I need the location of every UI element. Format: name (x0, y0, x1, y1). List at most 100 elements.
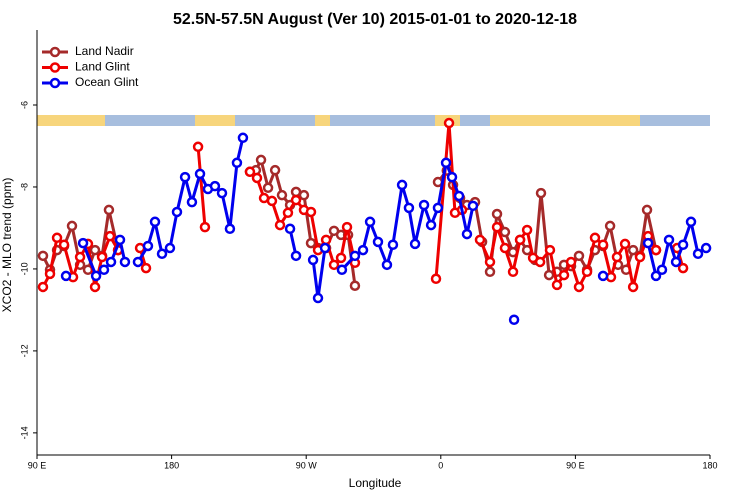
x-tick-label: 0 (438, 460, 443, 470)
y-axis-title: XCO2 - MLO trend (ppm) (0, 178, 14, 313)
data-point (312, 292, 324, 304)
data-point (627, 244, 639, 256)
data-point (98, 264, 110, 276)
data-point (534, 256, 546, 268)
data-point (290, 250, 302, 262)
data-point (298, 189, 310, 201)
data-point (663, 234, 675, 246)
data-point (349, 250, 361, 262)
data-point (335, 252, 347, 264)
data-point (430, 273, 442, 285)
data-point (491, 208, 503, 220)
data-point (440, 157, 452, 169)
data-point (349, 280, 361, 291)
data-point (619, 238, 631, 250)
ocean-patch (460, 115, 490, 126)
y-tick-label: -12 (19, 344, 29, 357)
data-point (685, 216, 697, 228)
data-point (199, 221, 211, 233)
data-point (192, 141, 204, 153)
data-point (641, 204, 653, 216)
data-point (269, 164, 281, 176)
x-tick-label: 90 E (28, 460, 47, 470)
data-point (103, 204, 115, 216)
y-tick-label: -14 (19, 426, 29, 439)
data-point (581, 266, 593, 278)
data-point (140, 262, 152, 274)
data-point (74, 251, 86, 263)
data-point (381, 259, 393, 271)
data-point (194, 168, 206, 180)
data-point (650, 244, 662, 256)
data-point (305, 237, 317, 249)
data-point (255, 154, 267, 166)
data-point (507, 266, 519, 278)
data-point (521, 224, 533, 236)
data-point (491, 221, 503, 233)
chart-title: 52.5N-57.5N August (Ver 10) 2015-01-01 t… (173, 11, 577, 28)
data-point (677, 262, 689, 274)
data-point (114, 234, 126, 246)
data-point (305, 206, 317, 218)
legend-label: Ocean Glint (75, 75, 139, 89)
data-point (443, 117, 455, 129)
data-point (364, 216, 376, 228)
land-ocean-strip (37, 115, 710, 126)
data-point (499, 226, 511, 238)
data-point (156, 248, 168, 260)
y-tick-label: -10 (19, 262, 29, 275)
data-point (474, 234, 486, 246)
y-tick-label: -6 (19, 101, 29, 109)
legend-marker (49, 46, 61, 58)
data-point (627, 281, 639, 293)
data-point (484, 256, 496, 268)
data-point (535, 187, 547, 199)
data-point (692, 248, 704, 260)
data-point (589, 232, 601, 244)
data-point (51, 232, 63, 244)
ocean-patch (235, 115, 315, 126)
ocean-patch (640, 115, 710, 126)
data-point (597, 270, 609, 282)
data-point (104, 230, 116, 242)
legend-label: Land Nadir (75, 44, 134, 58)
data-point (597, 239, 609, 251)
x-tick-label: 180 (164, 460, 179, 470)
legend-label: Land Glint (75, 60, 130, 74)
data-point (105, 256, 117, 268)
x-tick-label: 180 (702, 460, 717, 470)
data-point (551, 279, 563, 291)
data-point (244, 166, 256, 178)
ocean-patch (330, 115, 435, 126)
data-point (387, 239, 399, 251)
data-point (224, 223, 236, 235)
data-point (90, 270, 102, 282)
data-point (142, 240, 154, 252)
data-point (484, 266, 496, 278)
data-point (573, 250, 585, 262)
data-point (237, 132, 249, 144)
data-point (186, 196, 198, 208)
data-point (558, 269, 570, 281)
data-point (453, 190, 465, 202)
data-point (89, 281, 101, 293)
data-point (514, 234, 526, 246)
data-point (604, 220, 616, 232)
data-point (77, 237, 89, 249)
data-point (357, 244, 369, 256)
data-point (266, 195, 278, 207)
data-point (650, 270, 662, 282)
data-point (467, 200, 479, 212)
data-point (544, 244, 556, 256)
x-tick-label: 90 W (296, 460, 318, 470)
data-point (119, 256, 131, 268)
data-point (216, 187, 228, 199)
data-point (605, 271, 617, 283)
data-point (396, 179, 408, 191)
data-point (341, 221, 353, 233)
data-point (642, 237, 654, 249)
x-axis-title: Longitude (349, 476, 402, 490)
data-point (611, 251, 623, 263)
legend-marker (49, 62, 61, 73)
